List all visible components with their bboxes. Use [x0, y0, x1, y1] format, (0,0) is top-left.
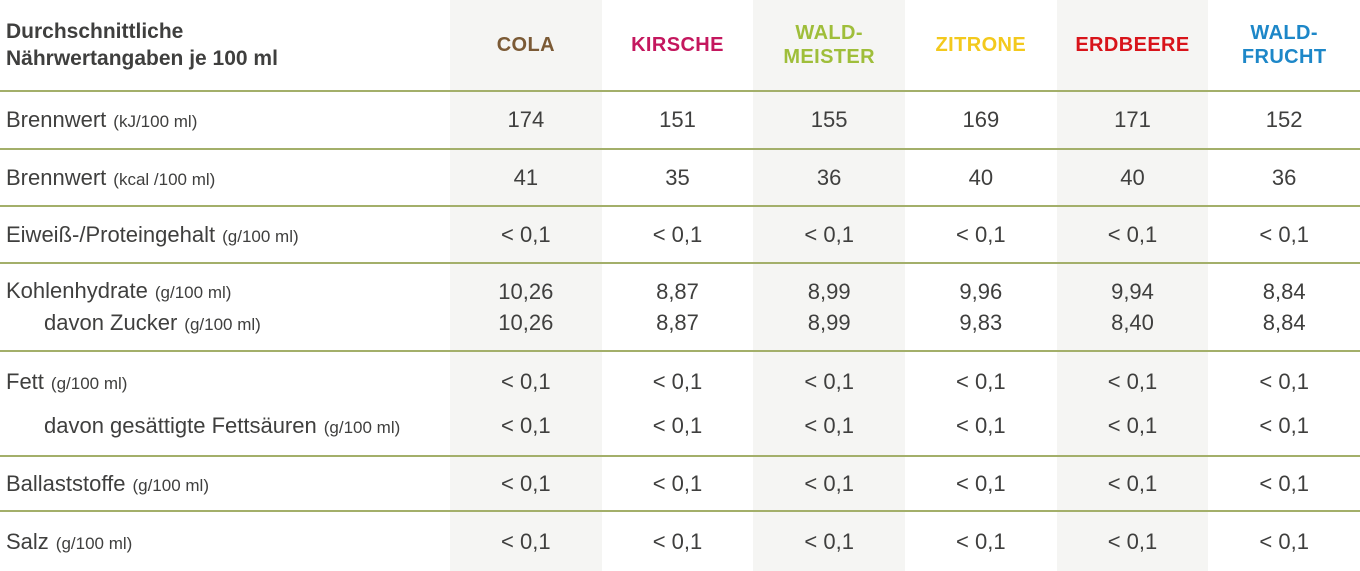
value-cell: < 0,1 [450, 207, 602, 262]
row-salz: Salz (g/100 ml) < 0,1 < 0,1 < 0,1 < 0,1 <… [0, 510, 1360, 571]
value-cell: < 0,1 [753, 457, 905, 510]
value-cell: < 0,1 [652, 470, 703, 496]
row-label-cell: Kohlenhydrate (g/100 ml) davon Zucker (g/1… [0, 264, 450, 350]
value-cell: < 0,1 [1056, 207, 1209, 262]
row-unit: (kcal /100 ml) [113, 169, 216, 189]
column-header-cell-cola: COLA [450, 0, 602, 90]
row-unit: (g/100 ml) [184, 315, 261, 334]
column-header-cell-erdbeere: ERDBEERE [1056, 0, 1209, 90]
value-cell: 9,94 8,40 [1056, 264, 1209, 350]
row-label: Fett [6, 368, 44, 394]
value-cell: 8,99 8,99 [753, 264, 905, 350]
value-cell: 8,87 8,87 [656, 278, 699, 335]
value-cell: < 0,1 [450, 457, 602, 510]
value-cell: 36 [1271, 164, 1297, 190]
value-cell: 151 [659, 107, 696, 133]
row-label: Kohlenhydrate [6, 278, 148, 303]
column-header-kirsche: KIRSCHE [631, 33, 724, 56]
row-kohlenhydrate: Kohlenhydrate (g/100 ml) davon Zucker (g/1… [0, 262, 1360, 350]
row-label-cell: Brennwert (kJ/100 ml) [0, 92, 450, 148]
value-cell: < 0,1 [753, 207, 905, 262]
row-label: Salz [6, 528, 49, 554]
column-header-cola: COLA [496, 33, 555, 56]
row-sublabel: davon Zucker [44, 310, 178, 335]
page-title: Durchschnittliche Nährwertangaben je 100… [6, 19, 278, 70]
value-cell: 8,84 8,84 [1262, 278, 1306, 335]
value-cell: < 0,1 < 0,1 [1259, 369, 1309, 438]
row-unit: (g/100 ml) [50, 373, 128, 393]
value-cell: < 0,1 [1056, 457, 1209, 510]
value-cell: 174 [450, 92, 602, 148]
row-label: Brennwert [6, 107, 107, 132]
value-cell: 155 [753, 92, 905, 148]
row-label-cell: Fett (g/100 ml) davon gesättigte Fettsäur… [0, 352, 450, 455]
value-cell: 40 [1056, 150, 1209, 205]
column-header-erdbeere: ERDBEERE [1075, 33, 1190, 56]
value-cell: 40 [968, 164, 994, 190]
row-label-cell: Brennwert (kcal /100 ml) [0, 150, 450, 205]
value-cell: < 0,1 [956, 470, 1006, 496]
row-sublabel: davon gesättigte Fettsäuren [44, 412, 317, 438]
header-title-cell: Durchschnittliche Nährwertangaben je 100… [0, 0, 450, 90]
row-unit: (g/100 ml) [154, 283, 232, 302]
value-cell: 35 [665, 164, 690, 190]
value-cell: 9,96 9,83 [959, 278, 1003, 335]
table-header-row: Durchschnittliche Nährwertangaben je 100… [0, 0, 1360, 90]
value-cell: 171 [1056, 92, 1209, 148]
value-cell: < 0,1 [1259, 221, 1309, 247]
value-cell: 10,26 10,26 [450, 264, 602, 350]
row-brennwert-kj: Brennwert (kJ/100 ml) 174 151 155 169 171… [0, 90, 1360, 148]
column-header-waldfrucht: WALD- FRUCHT [1241, 21, 1327, 68]
value-cell: < 0,1 < 0,1 [652, 369, 703, 438]
column-header-cell-zitrone: ZITRONE [905, 0, 1057, 90]
row-label: Eiweiß-/Proteingehalt [6, 221, 216, 247]
column-header-cell-waldfrucht: WALD- FRUCHT [1208, 0, 1360, 90]
column-header-zitrone: ZITRONE [935, 33, 1027, 56]
row-label: Ballaststoffe [6, 470, 126, 496]
row-fett: Fett (g/100 ml) davon gesättigte Fettsäur… [0, 350, 1360, 455]
value-cell: < 0,1 < 0,1 [450, 352, 602, 455]
row-unit: (kJ/100 ml) [113, 112, 198, 131]
row-ballaststoffe: Ballaststoffe (g/100 ml) < 0,1 < 0,1 < 0,… [0, 455, 1360, 510]
value-cell: < 0,1 [1259, 470, 1309, 496]
row-eiweiss: Eiweiß-/Proteingehalt (g/100 ml) < 0,1 < … [0, 205, 1360, 262]
value-cell: < 0,1 [753, 512, 905, 571]
column-header-cell-waldmeister: WALD- MEISTER [753, 0, 905, 90]
value-cell: < 0,1 [1056, 512, 1209, 571]
value-cell: < 0,1 < 0,1 [956, 369, 1006, 438]
row-unit: (g/100 ml) [132, 475, 209, 495]
value-cell: 36 [753, 150, 905, 205]
row-label-cell: Ballaststoffe (g/100 ml) [0, 457, 450, 510]
value-cell: < 0,1 < 0,1 [1056, 352, 1209, 455]
row-label-cell: Eiweiß-/Proteingehalt (g/100 ml) [0, 207, 450, 262]
row-label: Brennwert [6, 164, 107, 190]
row-label-cell: Salz (g/100 ml) [0, 512, 450, 571]
value-cell: 41 [450, 150, 602, 205]
value-cell: < 0,1 [956, 221, 1006, 247]
column-header-cell-kirsche: KIRSCHE [602, 0, 754, 90]
row-unit: (g/100 ml) [222, 226, 299, 246]
column-header-waldmeister: WALD- MEISTER [783, 21, 876, 68]
value-cell: < 0,1 [652, 528, 703, 554]
row-unit: (g/100 ml) [55, 533, 133, 553]
row-unit: (g/100 ml) [323, 417, 401, 437]
row-brennwert-kcal: Brennwert (kcal /100 ml) 41 35 36 40 40 3… [0, 148, 1360, 205]
value-cell: 169 [962, 107, 1000, 133]
value-cell: < 0,1 < 0,1 [753, 352, 905, 455]
value-cell: < 0,1 [652, 221, 703, 247]
value-cell: 152 [1265, 107, 1303, 133]
value-cell: < 0,1 [450, 512, 602, 571]
value-cell: < 0,1 [956, 528, 1006, 554]
value-cell: < 0,1 [1259, 528, 1309, 554]
